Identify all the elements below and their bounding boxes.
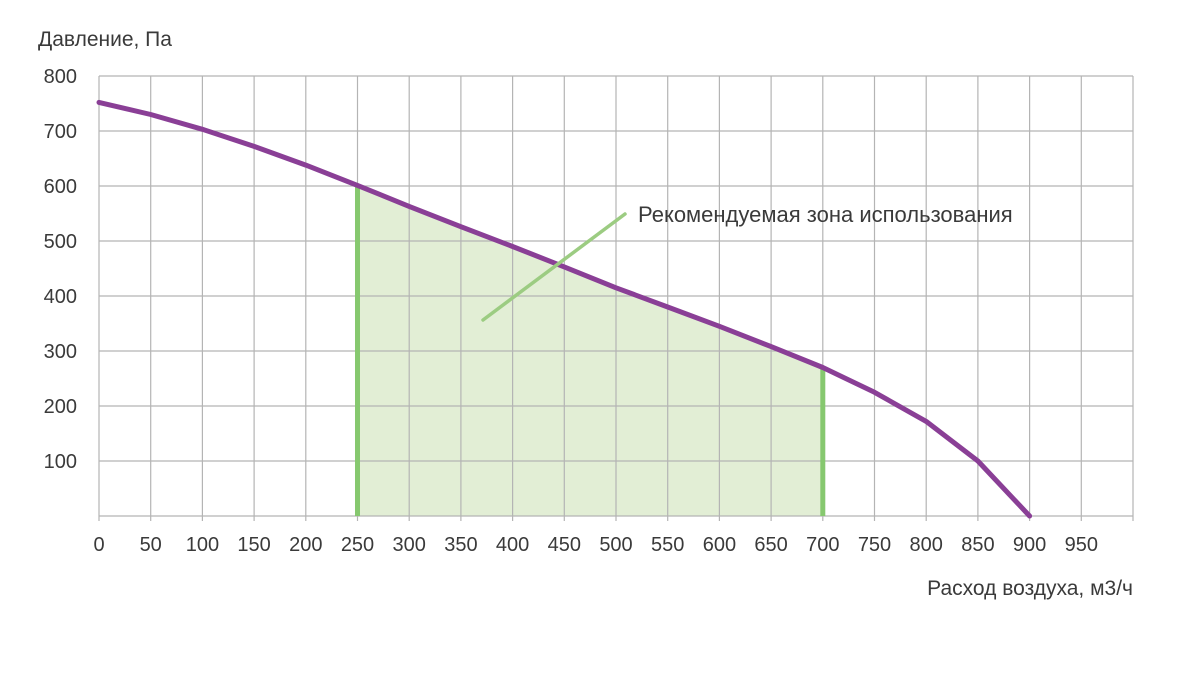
y-tick-label: 200 — [44, 396, 77, 418]
x-tick-label: 0 — [93, 534, 104, 556]
y-tick-label: 100 — [44, 451, 77, 473]
y-tick-label: 500 — [44, 231, 77, 253]
x-tick-label: 650 — [754, 534, 787, 556]
x-tick-label: 150 — [237, 534, 270, 556]
y-tick-label: 600 — [44, 176, 77, 198]
grid — [98, 75, 1134, 521]
x-tick-label: 50 — [140, 534, 162, 556]
y-tick-label: 300 — [44, 341, 77, 363]
y-tick-label: 700 — [44, 121, 77, 143]
x-tick-label: 300 — [393, 534, 426, 556]
x-tick-label: 900 — [1013, 534, 1046, 556]
y-tick-label: 800 — [44, 66, 77, 88]
x-tick-label: 350 — [444, 534, 477, 556]
x-tick-label: 950 — [1065, 534, 1098, 556]
x-tick-label: 100 — [186, 534, 219, 556]
x-axis-title: Расход воздуха, м3/ч — [927, 577, 1133, 600]
curve-layer — [96, 99, 1033, 519]
tick-labels: 0 50 100 150 200 250 300 350 400 450 500 550 600 650 7… — [44, 66, 1098, 556]
x-tick-label: 800 — [910, 534, 943, 556]
annotation-layer: Рекомендуемая зона использования — [481, 202, 1013, 322]
x-tick-label: 700 — [806, 534, 839, 556]
annotation-pointer-line — [481, 212, 627, 322]
x-tick-label: 450 — [548, 534, 581, 556]
x-tick-label: 850 — [961, 534, 994, 556]
x-tick-label: 750 — [858, 534, 891, 556]
pressure-curve — [96, 99, 1033, 519]
y-axis-title: Давление, Па — [38, 28, 172, 51]
y-tick-label: 400 — [44, 286, 77, 308]
x-tick-label: 250 — [341, 534, 374, 556]
x-tick-label: 200 — [289, 534, 322, 556]
recommended-zone-label: Рекомендуемая зона использования — [638, 202, 1013, 227]
x-tick-label: 400 — [496, 534, 529, 556]
x-tick-label: 550 — [651, 534, 684, 556]
x-tick-label: 600 — [703, 534, 736, 556]
x-tick-label: 500 — [599, 534, 632, 556]
